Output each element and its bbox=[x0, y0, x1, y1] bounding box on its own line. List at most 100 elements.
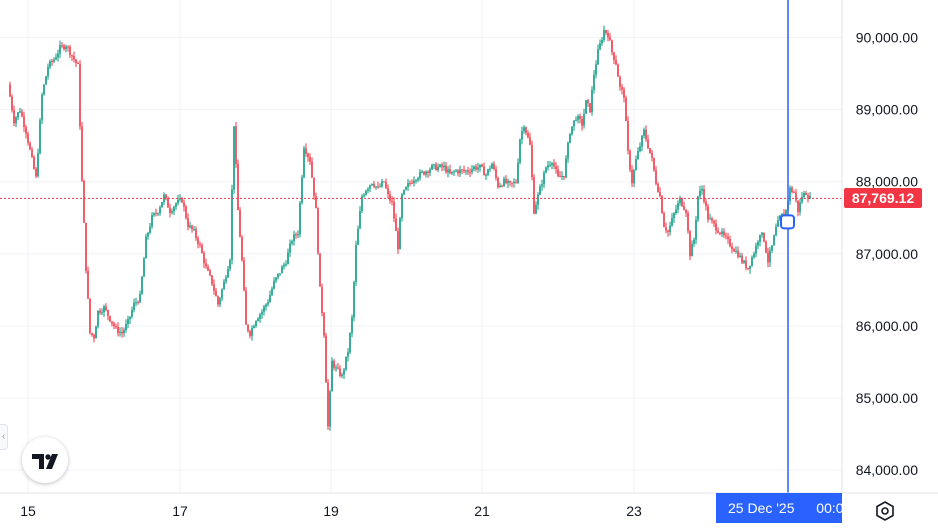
candle-body bbox=[135, 302, 137, 304]
candle-body bbox=[755, 245, 757, 254]
scroll-left-handle[interactable]: ‹ bbox=[0, 424, 8, 450]
candle-body bbox=[133, 302, 135, 310]
candle-body bbox=[75, 59, 77, 64]
candle-body bbox=[249, 331, 251, 336]
candle-body bbox=[719, 232, 721, 234]
candle-body bbox=[627, 120, 629, 151]
candle-body bbox=[435, 164, 437, 171]
candle-body bbox=[795, 192, 797, 201]
candle-body bbox=[363, 194, 365, 197]
candle-body bbox=[539, 186, 541, 195]
candle-body bbox=[757, 241, 759, 246]
candle-body bbox=[459, 169, 461, 174]
candle-body bbox=[269, 294, 271, 303]
candle-body bbox=[703, 189, 705, 202]
candle-body bbox=[763, 232, 765, 242]
candle-body bbox=[197, 238, 199, 245]
candle-body bbox=[231, 189, 233, 261]
time-axis[interactable]: 15 17 19 21 23 bbox=[20, 503, 642, 519]
y-tick-label: 86,000.00 bbox=[856, 318, 918, 334]
candle-body bbox=[93, 334, 95, 339]
candle-body bbox=[607, 33, 609, 38]
candle-body bbox=[497, 177, 499, 188]
candle-body bbox=[753, 253, 755, 258]
candle-body bbox=[383, 181, 385, 183]
candle-body bbox=[27, 133, 29, 143]
candle-body bbox=[583, 113, 585, 126]
candle-body bbox=[229, 260, 231, 270]
candle-body bbox=[431, 164, 433, 170]
candle-body bbox=[265, 304, 267, 307]
candle-body bbox=[609, 37, 611, 41]
candle-body bbox=[373, 183, 375, 187]
candle-body bbox=[367, 188, 369, 191]
candle-body bbox=[723, 231, 725, 236]
candle-body bbox=[121, 331, 123, 334]
candle-body bbox=[551, 163, 553, 165]
candle-body bbox=[613, 52, 615, 60]
candle-body bbox=[711, 218, 713, 221]
candle-body bbox=[783, 213, 785, 215]
tradingview-logo[interactable] bbox=[22, 437, 68, 483]
candle-body bbox=[739, 255, 741, 257]
candle-body bbox=[477, 167, 479, 170]
candle-body bbox=[597, 49, 599, 65]
candle-body bbox=[331, 360, 333, 392]
candle-body bbox=[317, 208, 319, 254]
candle-body bbox=[147, 232, 149, 237]
candle-body bbox=[415, 180, 417, 182]
candle-body bbox=[21, 111, 23, 117]
settings-button[interactable] bbox=[874, 500, 896, 522]
candle-body bbox=[141, 276, 143, 294]
candle-body bbox=[765, 241, 767, 253]
candle-body bbox=[165, 194, 167, 199]
candle-body bbox=[483, 166, 485, 176]
candle-body bbox=[423, 171, 425, 175]
candle-body bbox=[553, 163, 555, 167]
candle-body bbox=[321, 286, 323, 314]
candle-body bbox=[239, 210, 241, 238]
candle-body bbox=[685, 209, 687, 214]
candle-body bbox=[717, 230, 719, 233]
candle-body bbox=[671, 218, 673, 226]
crosshair-time-label: 25 Dec '25 00:00 bbox=[716, 493, 842, 523]
candle-body bbox=[151, 215, 153, 227]
candle-body bbox=[473, 166, 475, 170]
candle-body bbox=[421, 171, 423, 173]
candle-body bbox=[411, 183, 413, 185]
candle-body bbox=[87, 270, 89, 299]
candle-body bbox=[725, 235, 727, 237]
candle-body bbox=[393, 201, 395, 219]
candle-body bbox=[139, 293, 141, 303]
candle-body bbox=[201, 245, 203, 254]
candle-body bbox=[501, 185, 503, 187]
candle-body bbox=[589, 103, 591, 113]
tradingview-logo-icon bbox=[32, 454, 58, 469]
candle-body bbox=[565, 158, 567, 178]
candle-body bbox=[355, 244, 357, 283]
candle-body bbox=[555, 166, 557, 170]
candle-body bbox=[593, 74, 595, 90]
candle-body bbox=[801, 197, 803, 203]
candle-body bbox=[647, 139, 649, 149]
candle-body bbox=[681, 198, 683, 207]
candle-body bbox=[687, 213, 689, 232]
candle-body bbox=[683, 206, 685, 210]
candle-body bbox=[19, 111, 21, 113]
candle-body bbox=[389, 194, 391, 201]
candle-body bbox=[691, 243, 693, 257]
x-tick-label: 15 bbox=[20, 503, 36, 519]
candle-body bbox=[39, 120, 41, 154]
price-axis[interactable]: 90,000.00 89,000.00 88,000.00 87,000.00 86,0… bbox=[856, 30, 918, 478]
candle-body bbox=[55, 57, 57, 60]
candle-body bbox=[573, 120, 575, 127]
candle-body bbox=[149, 226, 151, 233]
candle-body bbox=[171, 211, 173, 213]
candle-body bbox=[587, 100, 589, 104]
crosshair-marker[interactable] bbox=[780, 214, 795, 230]
candle-body bbox=[461, 169, 463, 171]
candle-body bbox=[9, 84, 11, 97]
candle-body bbox=[557, 169, 559, 177]
candle-body bbox=[437, 166, 439, 171]
